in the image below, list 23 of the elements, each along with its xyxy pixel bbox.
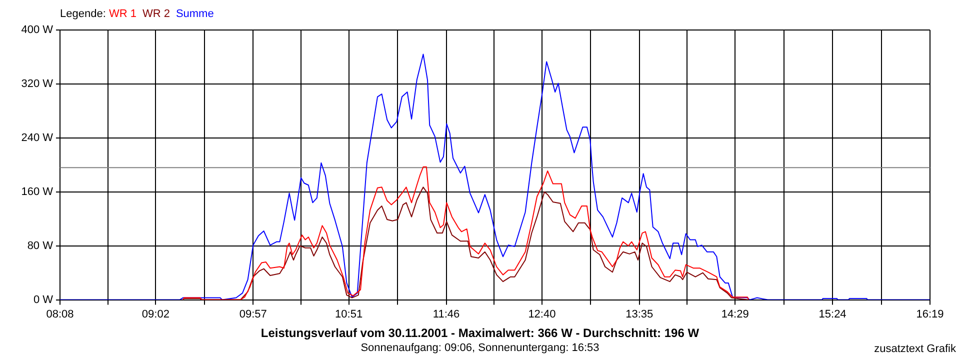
x-tick-label: 09:57 (239, 308, 267, 320)
x-tick-label: 10:51 (335, 308, 363, 320)
x-tick-label: 08:08 (46, 308, 74, 320)
y-tick-label: 0 W (33, 294, 54, 306)
x-tick-label: 11:46 (432, 308, 460, 320)
text: Summe (176, 8, 214, 20)
x-tick-label: 12:40 (528, 308, 556, 320)
text: zusatztext Grafik (874, 343, 956, 355)
x-tick-label: 09:02 (142, 308, 170, 320)
x-tick-label: 13:35 (626, 308, 654, 320)
text: Sonnenaufgang: 09:06, Sonnenuntergang: 16:53 (360, 342, 600, 354)
y-tick-label: 400 W (21, 24, 54, 36)
text: Leistungsverlauf vom 30.11.2001 - Maximalwert: 366 W - Durchschnitt: 196 W (260, 326, 700, 340)
text: WR 1 (108, 8, 136, 20)
y-tick-label: 240 W (21, 132, 54, 144)
legend-title: Legende: (60, 8, 107, 20)
x-tick-label: 15:24 (818, 308, 846, 320)
x-tick-label: 16:19 (916, 308, 944, 320)
y-tick-label: 320 W (21, 78, 54, 90)
y-tick-label: 160 W (21, 186, 54, 198)
text: WR 2 (142, 8, 170, 20)
y-tick-label: 80 W (27, 240, 54, 252)
x-tick-label: 14:29 (721, 308, 749, 320)
